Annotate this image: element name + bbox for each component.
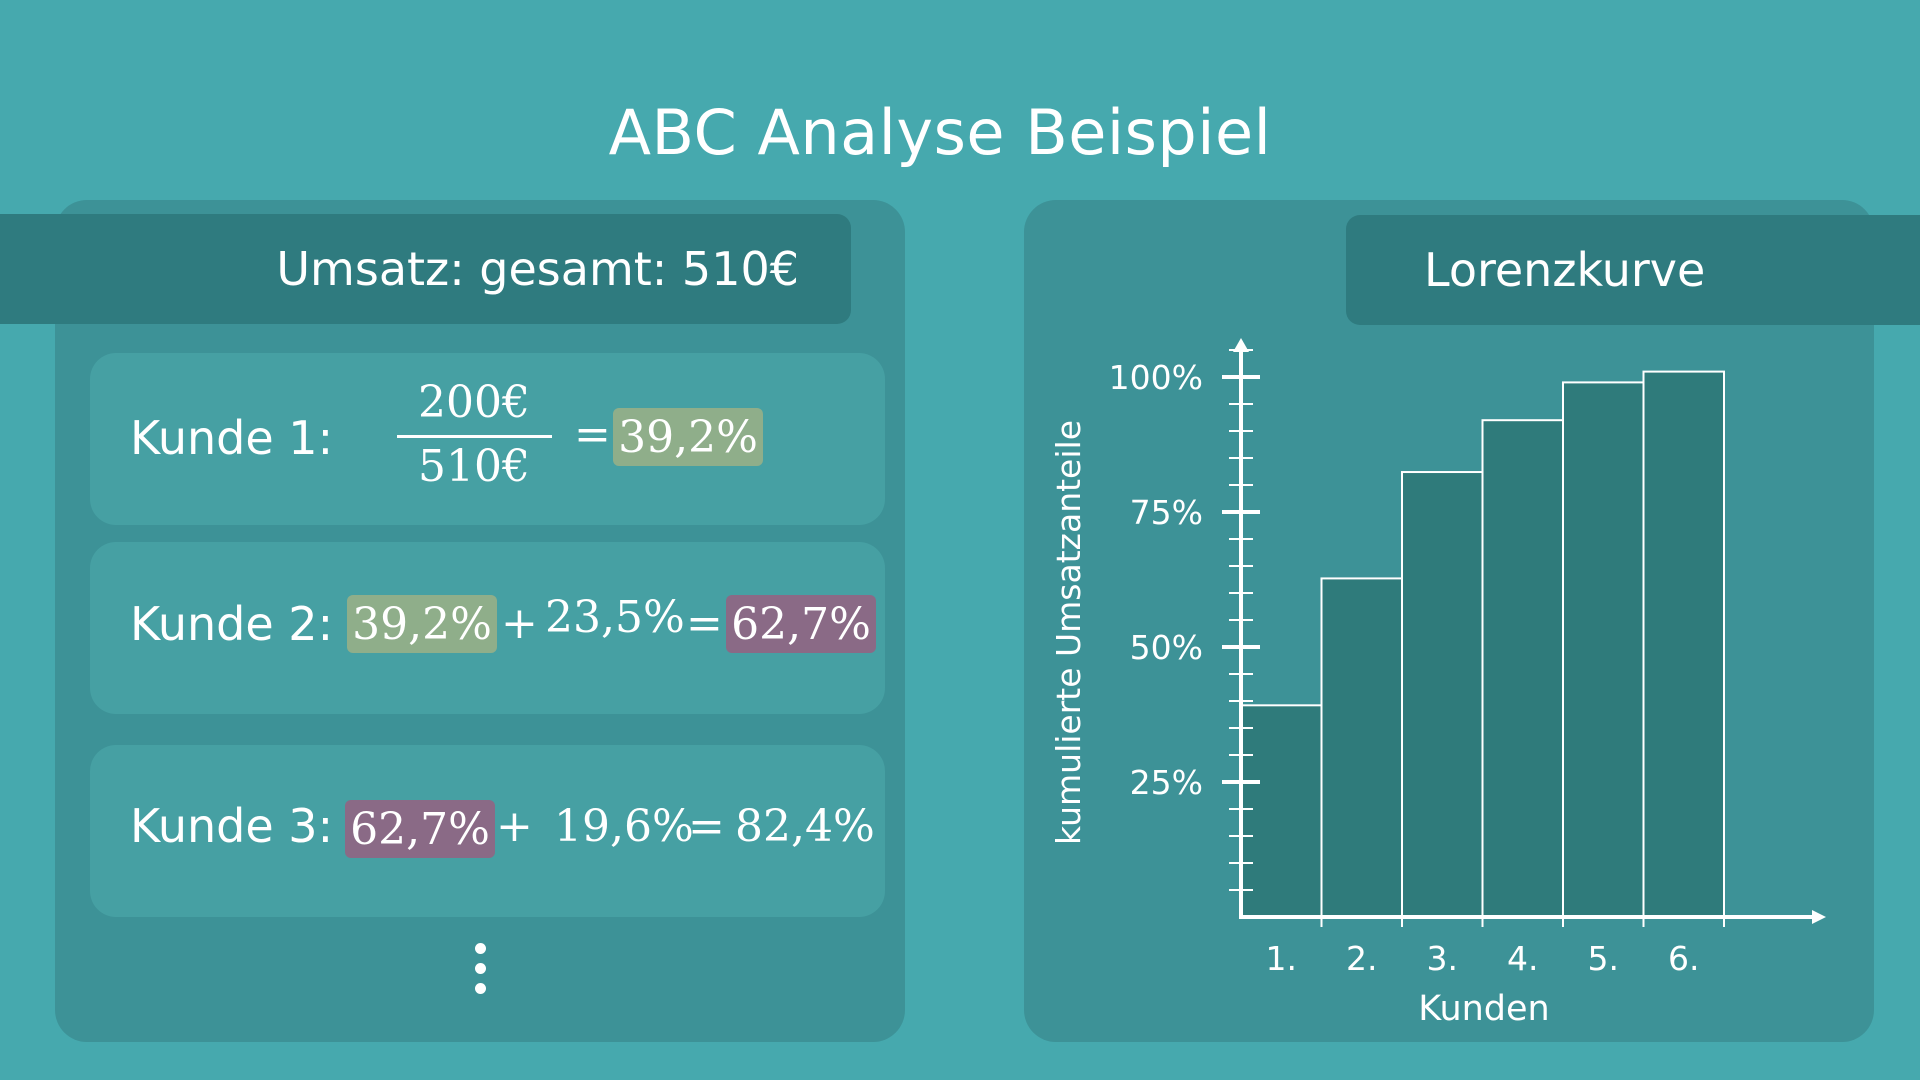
equals-sign: = [686,598,723,649]
bar-6 [1642,370,1725,919]
customer-label: Kunde 3: [130,799,334,853]
bar-4 [1481,419,1564,918]
bar-5 [1562,381,1645,918]
y-tick-label: 50% [1130,628,1203,667]
equals-sign: = [688,801,725,852]
result-highlight: 39,2% [613,408,763,466]
y-axis-arrow-icon [1233,338,1249,352]
x-tick-label: 3. [1427,939,1459,978]
equals-sign: = [574,409,611,460]
page-title: ABC Analyse Beispiel [608,96,1272,169]
bar-1 [1240,704,1323,918]
chart-title-banner: Lorenzkurve [1346,215,1920,325]
customer-row-1: Kunde 1: 200€ 510€ = 39,2% [90,353,885,525]
plus-sign: + [496,801,533,852]
x-tick-label: 1. [1266,939,1298,978]
result-value: 82,4% [735,801,875,852]
x-tick-label: 5. [1588,939,1620,978]
customer-row-3: Kunde 3: 62,7% + 19,6% = 82,4% [90,745,885,917]
y-tick-label: 25% [1130,763,1203,802]
x-axis-arrow-icon [1812,910,1826,924]
labels-layer: 25% 50% 75% 100% 1. 2. 3. 4. 5. 6. Kunden [1109,358,1700,1029]
total-revenue-banner: Umsatz: gesamt: 510€ [0,214,851,324]
previous-share-value: 39,2% [352,598,492,650]
previous-share-value: 62,7% [350,803,490,855]
x-tick-label: 2. [1346,939,1378,978]
customer-row-2: Kunde 2: 39,2% + 23,5% = 62,7% [90,542,885,714]
y-tick-label: 75% [1130,493,1203,532]
axes-layer [1222,338,1826,927]
x-tick-label: 4. [1507,939,1539,978]
result-value: 39,2% [618,411,758,463]
y-tick-label: 100% [1109,358,1203,397]
added-share-value: 19,6% [554,801,694,852]
chart-x-axis-label: Kunden [1418,989,1550,1029]
customer-label: Kunde 2: [130,597,334,651]
bars-layer [1240,370,1725,919]
x-tick-label: 6. [1668,939,1700,978]
previous-share-highlight: 39,2% [347,595,497,653]
result-highlight: 62,7% [726,595,876,653]
bar-3 [1401,471,1484,918]
added-share-value: 23,5% [545,592,685,643]
customer-label: Kunde 1: [130,411,334,465]
fraction-numerator: 200€ [418,377,530,428]
result-value: 62,7% [731,598,871,650]
previous-share-highlight: 62,7% [345,800,495,858]
plus-sign: + [501,598,538,649]
fraction-denominator: 510€ [418,441,530,492]
fraction-line [397,435,552,438]
bar-2 [1320,577,1403,918]
